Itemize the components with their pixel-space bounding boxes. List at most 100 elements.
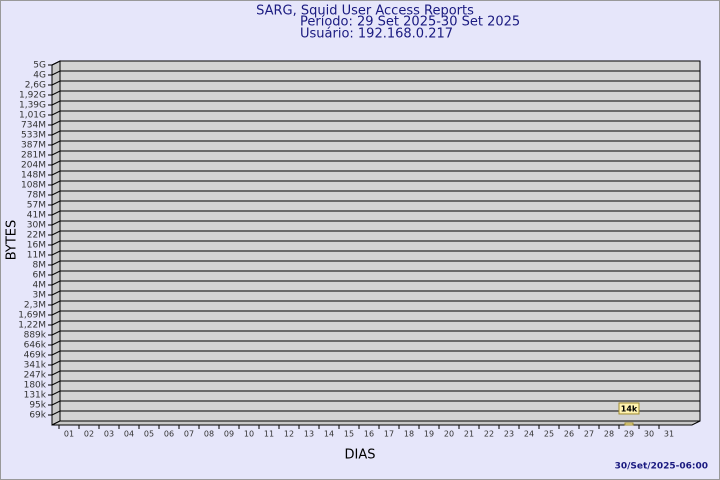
y-tick-label: 11M	[27, 251, 46, 261]
x-tick-label: 12	[284, 430, 294, 439]
grid-line	[51, 210, 700, 216]
y-tick-label: 4M	[33, 281, 47, 291]
chart-title: SARG, Squid User Access Reports	[256, 4, 474, 19]
x-tick-label: 09	[224, 430, 234, 439]
grid-line	[51, 240, 700, 246]
y-tick-label: 180k	[24, 381, 47, 391]
x-tick-label: 24	[524, 430, 534, 439]
x-tick-label: 01	[64, 430, 74, 439]
x-tick-label: 29	[624, 430, 634, 439]
x-axis-label: DIAS	[345, 448, 376, 463]
x-tick-label: 16	[364, 430, 374, 439]
x-tick-label: 22	[484, 430, 494, 439]
grid-line	[51, 180, 700, 186]
grid-line	[51, 60, 700, 66]
y-tick-label: 2,6G	[25, 81, 46, 91]
y-tick-label: 131k	[24, 391, 47, 401]
x-tick-label: 17	[384, 430, 394, 439]
grid-line	[51, 280, 700, 286]
x-tick-label: 08	[204, 430, 214, 439]
y-tick-label: 57M	[27, 201, 46, 211]
grid-line	[51, 130, 700, 136]
value-label-box	[618, 402, 640, 415]
x-tick-label: 26	[564, 430, 574, 439]
y-tick-label: 646k	[24, 341, 47, 351]
x-tick-label: 20	[444, 430, 454, 439]
y-tick-label: 533M	[21, 131, 46, 141]
x-tick-label: 28	[604, 430, 614, 439]
grid-line	[51, 230, 700, 236]
grid-line	[51, 120, 700, 126]
x-tick-label: 14	[324, 430, 334, 439]
grid-line	[51, 400, 700, 406]
grid-line	[51, 260, 700, 266]
y-tick-label: 30M	[27, 221, 46, 231]
grid-line	[51, 340, 700, 346]
grid-line	[51, 140, 700, 146]
grid-line	[51, 70, 700, 76]
grid-line	[51, 310, 700, 316]
x-tick-label: 10	[244, 430, 254, 439]
x-tick-label: 02	[84, 430, 94, 439]
y-tick-label: 204M	[21, 161, 46, 171]
grid-line	[51, 330, 700, 336]
grid-line	[51, 220, 700, 226]
grid-line	[51, 170, 700, 176]
grid-line	[51, 90, 700, 96]
subtitle: Período: 29 Set 2025-30 Set 2025	[300, 15, 520, 30]
grid-line	[51, 110, 700, 116]
y-tick-label: 1,22M	[18, 321, 46, 331]
grid-line	[51, 370, 700, 376]
x-tick-label: 06	[164, 430, 174, 439]
grid-line	[51, 200, 700, 206]
floor	[51, 420, 701, 426]
y-tick-label: 78M	[27, 191, 46, 201]
grid-line	[51, 160, 700, 166]
grid-line	[51, 290, 700, 296]
x-tick-label: 04	[124, 430, 134, 439]
y-tick-label: 3M	[33, 291, 47, 301]
x-tick-label: 05	[144, 430, 154, 439]
y-tick-label: 469k	[24, 351, 47, 361]
y-tick-label: 1,39G	[19, 101, 46, 111]
y-tick-label: 2,3M	[24, 301, 46, 311]
y-tick-label: 69k	[29, 411, 46, 421]
y-tick-label: 4G	[33, 71, 46, 81]
y-tick-label: 889k	[24, 331, 47, 341]
y-tick-label: 16M	[27, 241, 46, 251]
x-tick-label: 30	[644, 430, 654, 439]
y-tick-label: 281M	[21, 151, 46, 161]
grid-line	[51, 390, 700, 396]
y-tick-label: 5G	[33, 61, 46, 71]
x-tick-label: 23	[504, 430, 514, 439]
y-tick-label: 6M	[33, 271, 47, 281]
footer: 30/Set/2025-06:00	[615, 462, 708, 472]
grid-line	[51, 270, 700, 276]
y-tick-label: 1,69M	[18, 311, 46, 321]
y-axis-label: BYTES	[5, 220, 20, 261]
y-tick-label: 1,01G	[19, 111, 46, 121]
x-tick-label: 25	[544, 430, 554, 439]
y-tick-label: 1,92G	[19, 91, 46, 101]
y-tick-label: 734M	[21, 121, 46, 131]
x-tick-label: 19	[424, 430, 434, 439]
y-tick-label: 8M	[33, 261, 47, 271]
y-tick-label: 22M	[27, 231, 46, 241]
grid-line	[51, 80, 700, 86]
y-tick-label: 148M	[21, 171, 46, 181]
grid-line	[51, 410, 700, 416]
x-tick-label: 13	[304, 430, 314, 439]
grid-line	[51, 350, 700, 356]
x-tick-label: 07	[184, 430, 194, 439]
x-tick-label: 27	[584, 430, 594, 439]
grid-line	[51, 100, 700, 106]
bar	[624, 422, 634, 426]
y-tick-label: 387M	[21, 141, 46, 151]
x-tick-label: 21	[464, 430, 474, 439]
y-tick-label: 95k	[29, 401, 46, 411]
grid-line	[51, 300, 700, 306]
x-tick-label: 31	[664, 430, 674, 439]
grid-line	[51, 360, 700, 366]
grid-line	[51, 380, 700, 386]
